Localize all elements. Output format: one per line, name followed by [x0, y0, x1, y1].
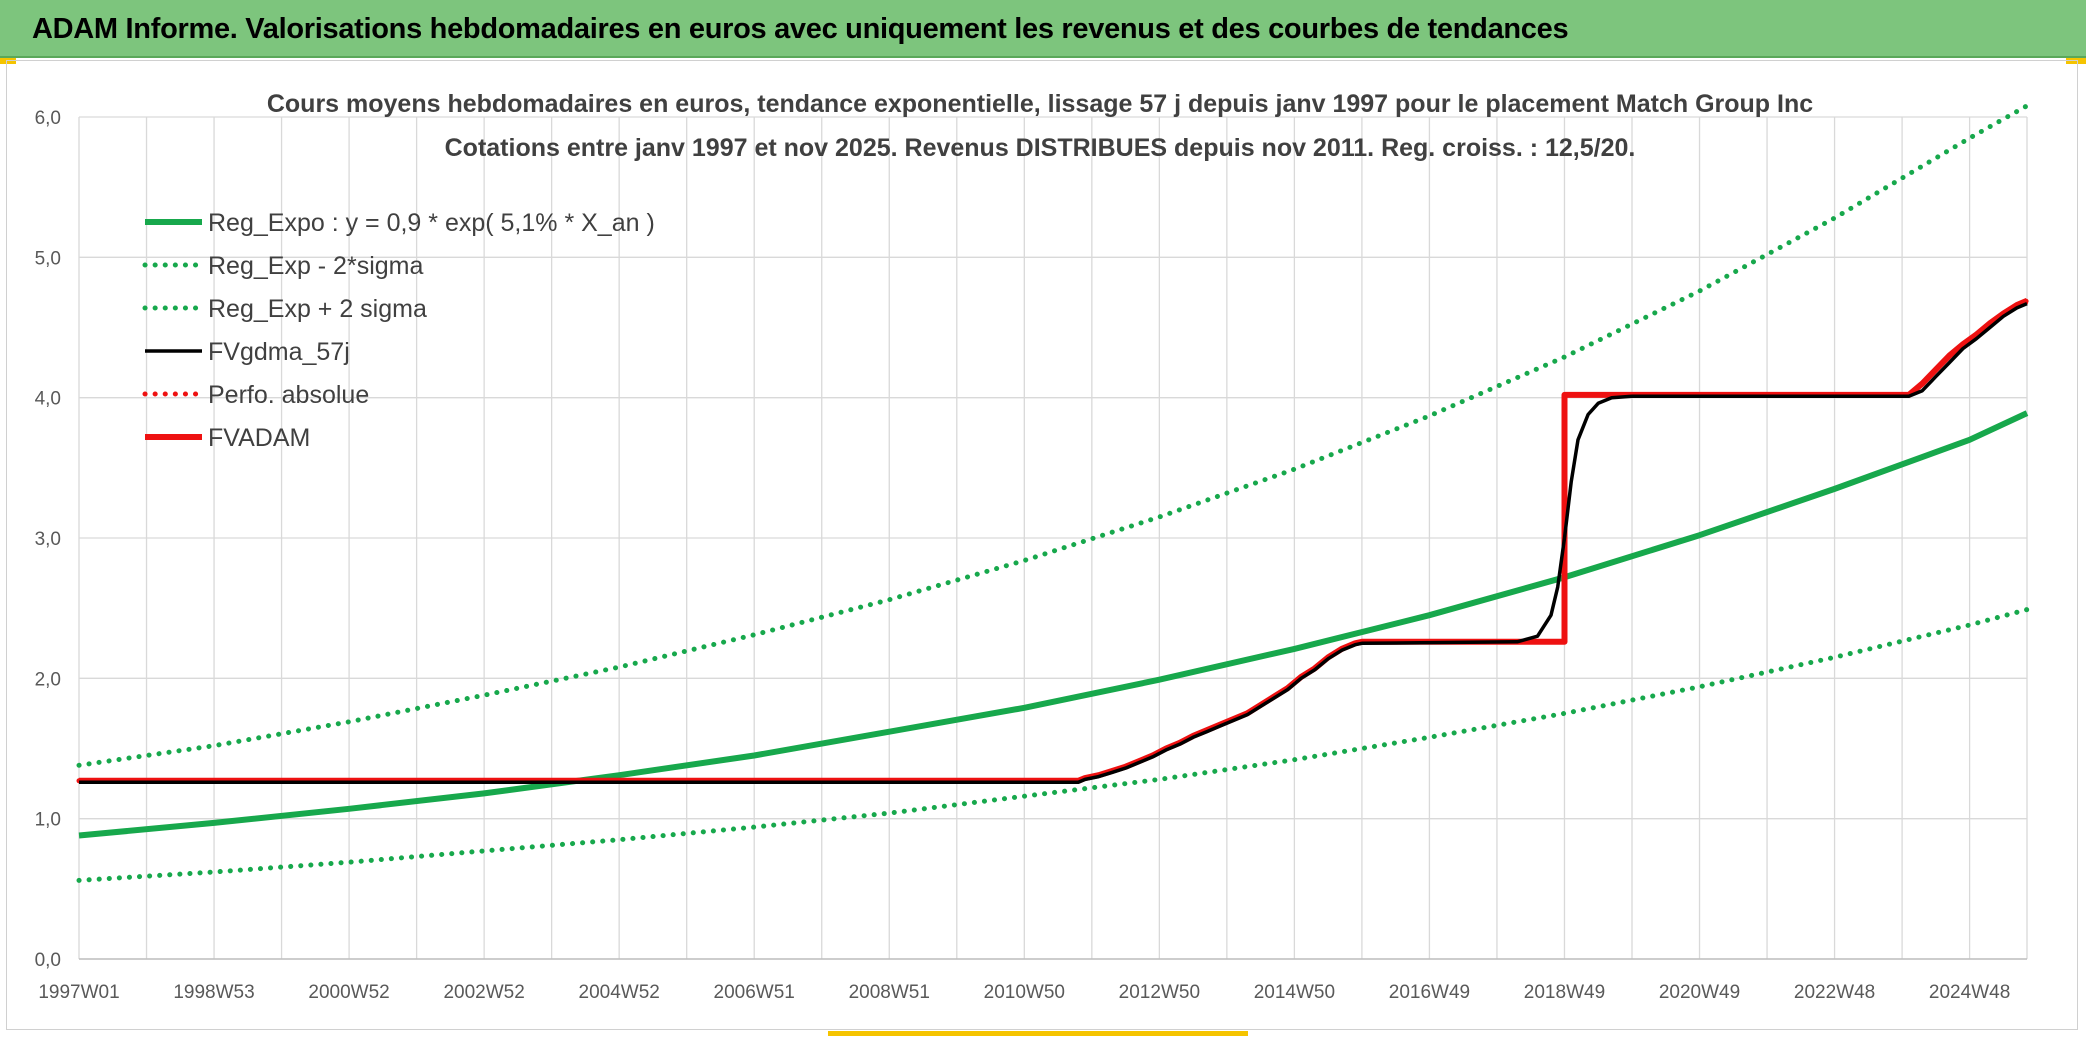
y-tick-label: 1,0: [35, 810, 61, 831]
x-tick-label: 2012W50: [1119, 982, 1200, 1003]
legend-label-0: Reg_Expo : y = 0,9 * exp( 5,1% * X_an ): [208, 209, 655, 237]
y-axis-ticks: 0,0 1,0 2,0 3,0 4,0 5,0 6,0: [35, 108, 61, 971]
legend-label-4: Perfo. absolue: [208, 381, 369, 409]
y-tick-label: 6,0: [35, 108, 61, 129]
series-line-1: [76, 607, 2030, 883]
x-tick-label: 2014W50: [1254, 982, 1335, 1003]
x-tick-label: 2002W52: [443, 982, 524, 1003]
legend-label-5: FVADAM: [208, 424, 310, 452]
corner-marker-bottom: [828, 1031, 1248, 1036]
x-tick-label: 2016W49: [1389, 982, 1470, 1003]
series-line-4: [76, 298, 2030, 784]
x-tick-label: 2004W52: [579, 982, 660, 1003]
chart-series: [76, 103, 2030, 883]
legend-label-1: Reg_Exp - 2*sigma: [208, 252, 423, 280]
x-tick-label: 2010W50: [984, 982, 1065, 1003]
x-axis-ticks: 1997W01 1998W53 2000W52 2002W52 2004W52 2006W…: [38, 982, 2010, 1003]
x-tick-label: 2020W49: [1659, 982, 1740, 1003]
chart-title: Cours moyens hebdomadaires en euros, ten…: [267, 90, 1813, 118]
series-line-5: [79, 298, 2029, 784]
y-tick-label: 0,0: [35, 950, 61, 971]
series-line-0: [78, 410, 2029, 839]
corner-marker-right: [2066, 58, 2086, 64]
report-banner: ADAM Informe. Valorisations hebdomadaire…: [0, 0, 2086, 58]
chart-legend: Reg_Expo : y = 0,9 * exp( 5,1% * X_an ) R…: [142, 209, 655, 452]
y-tick-label: 2,0: [35, 669, 61, 690]
x-tick-label: 2006W51: [714, 982, 795, 1003]
legend-label-3: FVgdma_57j: [208, 338, 350, 366]
y-tick-label: 3,0: [35, 529, 61, 550]
x-tick-label: 2022W48: [1794, 982, 1875, 1003]
y-tick-label: 4,0: [35, 389, 61, 410]
series-line-2: [76, 103, 2030, 768]
corner-marker-left: [0, 58, 16, 64]
chart-subtitle: Cotations entre janv 1997 et nov 2025. R…: [445, 134, 1636, 162]
x-tick-label: 2000W52: [308, 982, 389, 1003]
report-title: ADAM Informe. Valorisations hebdomadaire…: [32, 13, 1569, 45]
legend-label-2: Reg_Exp + 2 sigma: [208, 295, 427, 323]
x-tick-label: 1998W53: [173, 982, 254, 1003]
chart-grid: [78, 116, 2028, 960]
y-tick-label: 5,0: [35, 248, 61, 269]
x-tick-label: 2024W48: [1929, 982, 2010, 1003]
x-tick-label: 1997W01: [38, 982, 119, 1003]
series-line-3: [79, 301, 2028, 784]
x-tick-label: 2008W51: [849, 982, 930, 1003]
x-tick-label: 2018W49: [1524, 982, 1605, 1003]
chart-frame: [6, 60, 2078, 1030]
